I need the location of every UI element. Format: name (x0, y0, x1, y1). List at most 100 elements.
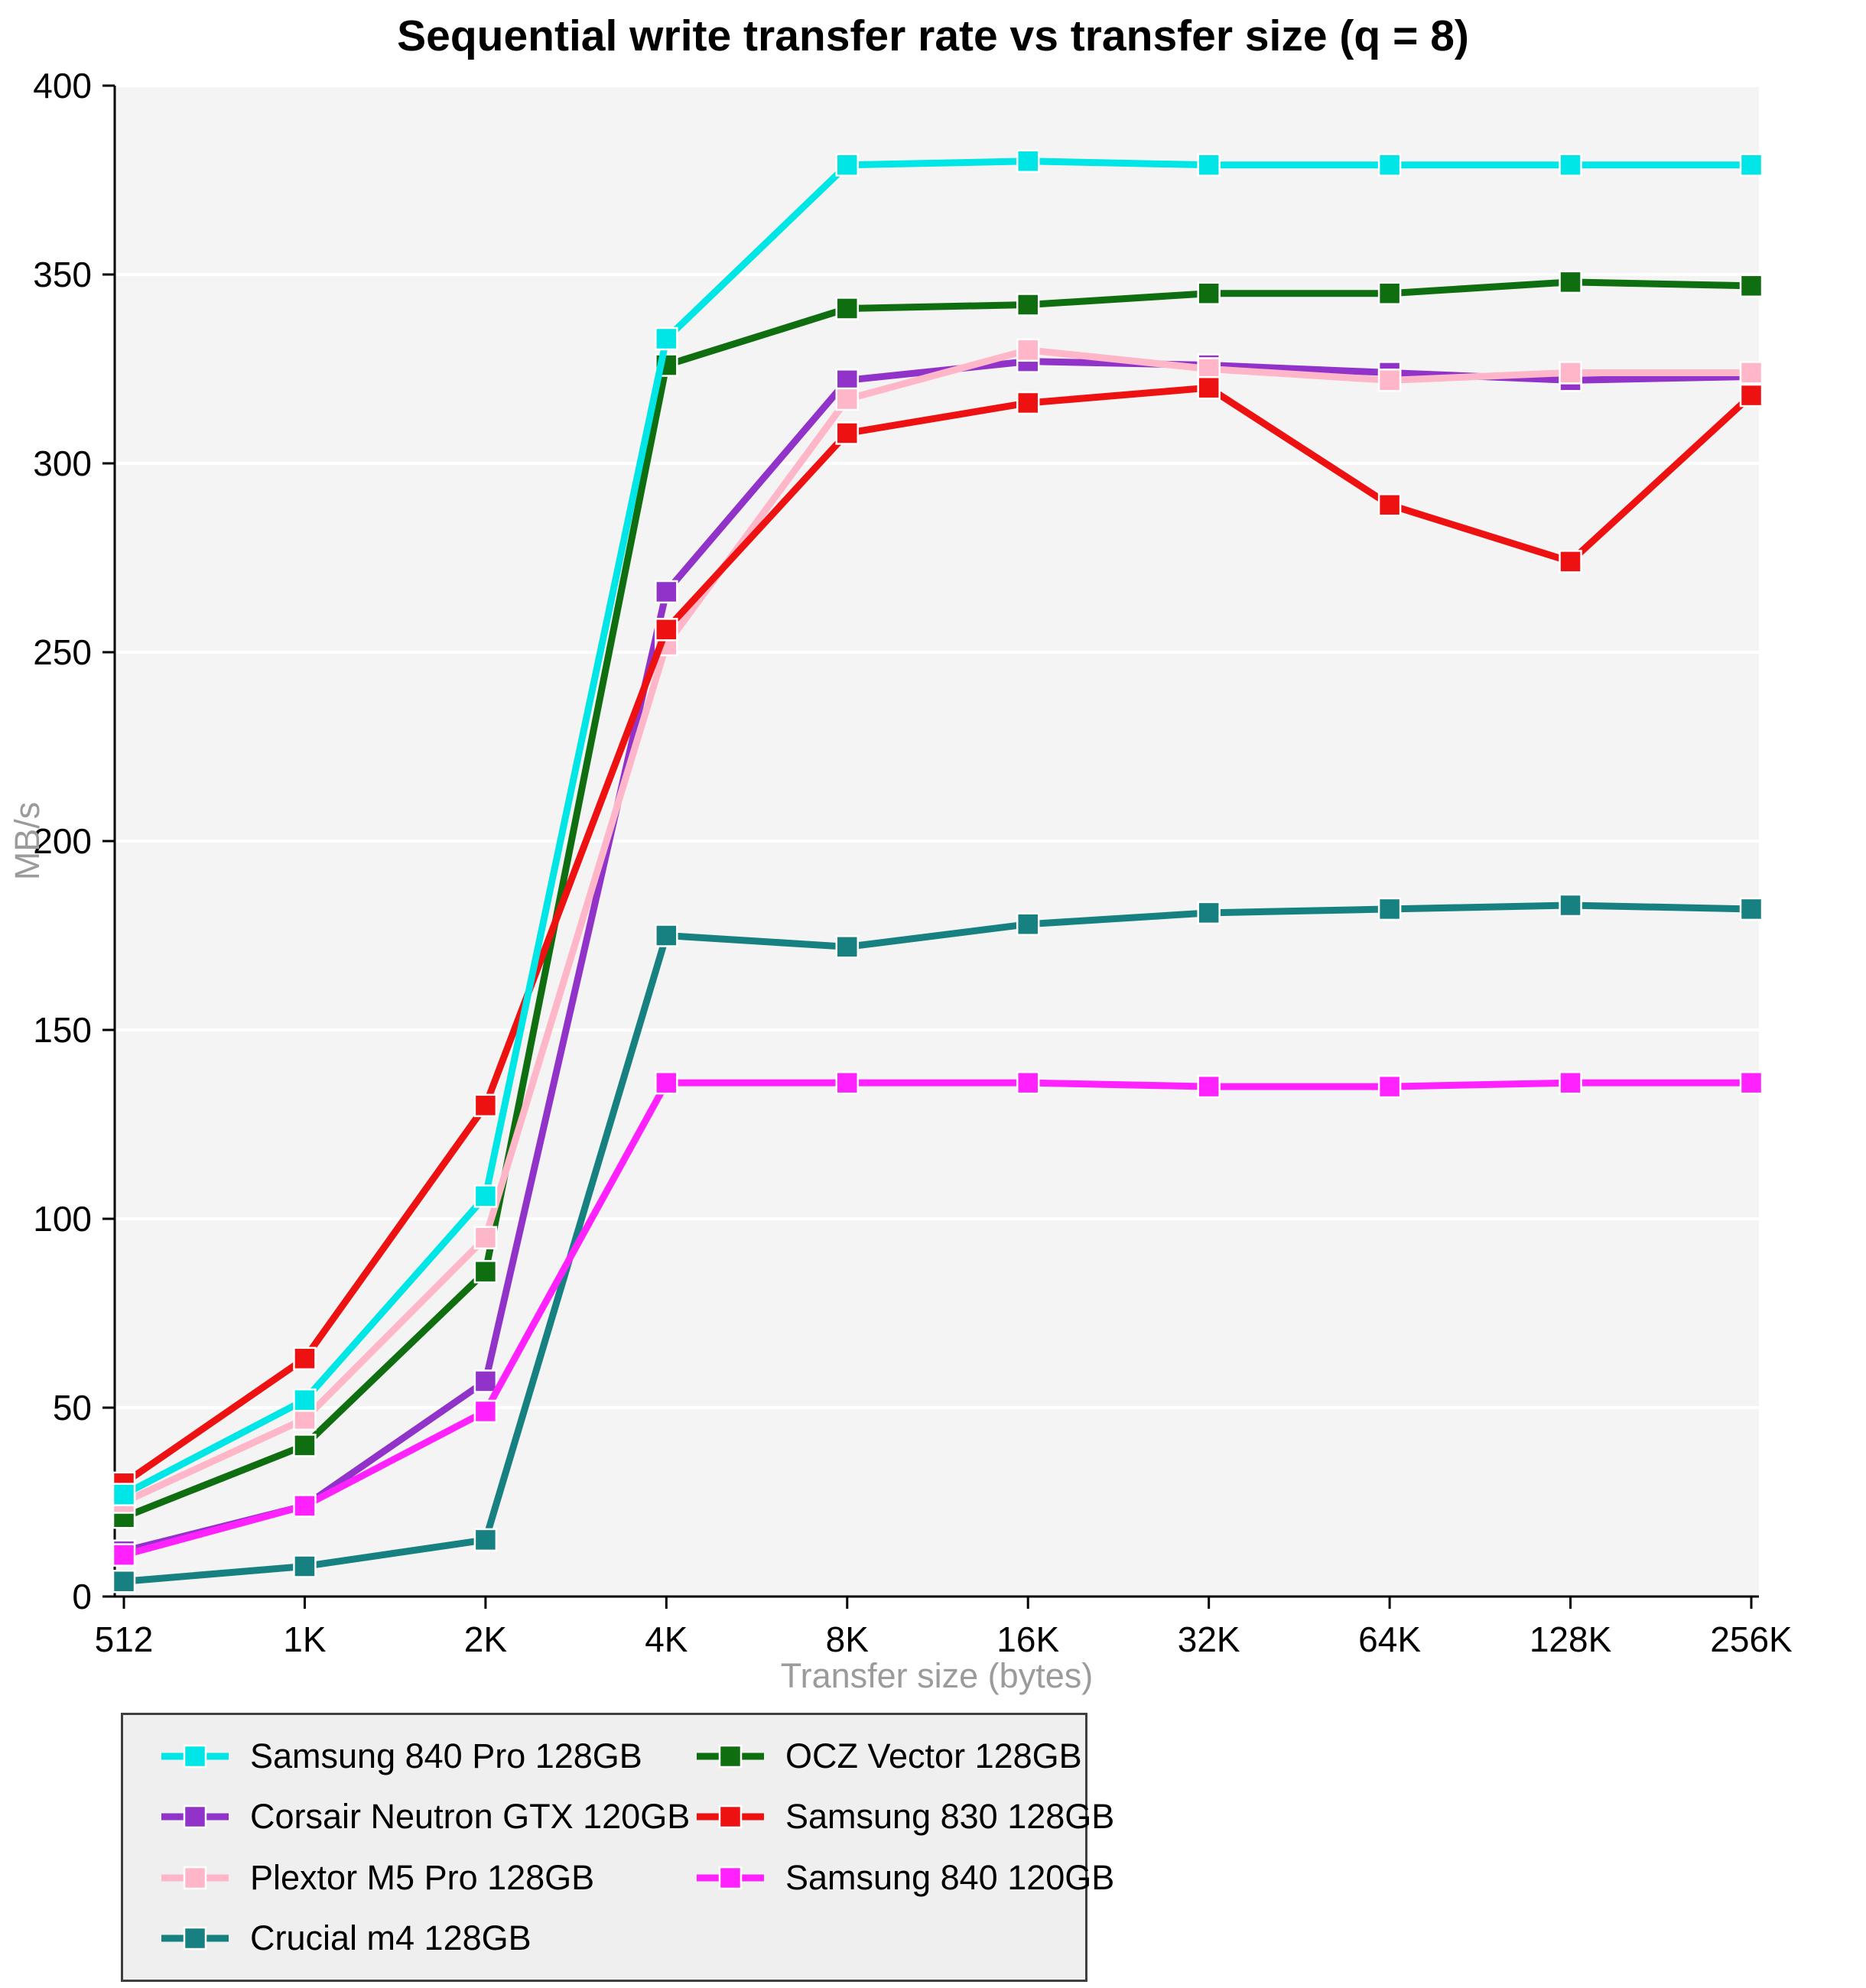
data-point-marker (1016, 149, 1040, 174)
data-point-marker (1739, 153, 1764, 177)
data-point-marker (112, 1483, 136, 1506)
legend-marker (718, 1744, 743, 1768)
legend-item: Samsung 840 Pro 128GB (160, 1726, 695, 1787)
y-tick-label: 350 (33, 255, 92, 294)
legend-marker (183, 1927, 207, 1951)
series-samsung-840-pro-128gb (112, 149, 1764, 1506)
data-point-marker (473, 1184, 498, 1208)
data-point-marker (1016, 391, 1040, 415)
data-point-marker (1197, 901, 1221, 925)
data-point-marker (1739, 383, 1764, 408)
data-point-marker (835, 421, 860, 445)
legend-marker (718, 1805, 743, 1829)
data-point-marker (1197, 1074, 1221, 1099)
data-point-marker (835, 297, 860, 320)
series-line (120, 158, 1755, 1499)
x-tick-label: 1K (283, 1619, 327, 1659)
series-line (120, 1079, 1755, 1559)
data-point-marker (1016, 293, 1040, 317)
data-point-marker (1377, 281, 1402, 305)
series-line (120, 901, 1755, 1585)
data-point-marker (1739, 897, 1764, 921)
legend: Samsung 840 Pro 128GB Corsair Neutron GTX… (121, 1713, 1114, 1982)
legend-item: Samsung 840 120GB (695, 1847, 1114, 1908)
data-point-marker (112, 1543, 136, 1567)
x-tick-label: 4K (645, 1619, 688, 1659)
data-point-marker (1197, 375, 1221, 400)
data-point-marker (835, 369, 860, 392)
data-point-marker (655, 326, 678, 351)
legend-swatch-icon (697, 1805, 764, 1829)
data-point-marker (293, 1346, 317, 1371)
data-point-marker (1197, 281, 1221, 305)
series-line (120, 384, 1755, 1487)
legend-label: Samsung 830 128GB (785, 1797, 1115, 1837)
data-point-marker (1016, 912, 1040, 936)
data-point-marker (1377, 897, 1402, 921)
y-tick-label: 50 (53, 1388, 92, 1428)
legend-swatch-icon (697, 1866, 764, 1889)
data-point-marker (835, 153, 860, 177)
data-point-marker (835, 935, 860, 959)
data-point-marker (293, 1554, 317, 1578)
legend-label: OCZ Vector 128GB (785, 1736, 1082, 1775)
y-tick-label: 100 (33, 1199, 92, 1239)
data-point-marker (1377, 369, 1402, 392)
legend-swatch-icon (161, 1805, 229, 1829)
data-point-marker (1559, 270, 1582, 294)
series-plextor-m5-pro-128gb (112, 338, 1764, 1514)
data-point-marker (1559, 361, 1582, 385)
x-tick-label: 16K (996, 1619, 1059, 1659)
data-point-marker (473, 1259, 498, 1284)
y-axis-title: MB/s (8, 801, 47, 881)
y-tick-label: 250 (33, 632, 92, 672)
data-point-marker (473, 1093, 498, 1118)
data-point-marker (293, 1494, 317, 1518)
legend-marker (718, 1866, 743, 1889)
data-point-marker (1559, 550, 1582, 573)
data-point-marker (473, 1369, 498, 1393)
series-line (120, 346, 1755, 1506)
legend-swatch-icon (697, 1744, 764, 1768)
y-tick-label: 200 (33, 821, 92, 861)
legend-label: Samsung 840 120GB (785, 1857, 1115, 1897)
legend-item: Corsair Neutron GTX 120GB (160, 1787, 695, 1848)
legend-label: Plextor M5 Pro 128GB (250, 1857, 595, 1897)
data-point-marker (1377, 153, 1402, 177)
legend-swatch-icon (161, 1927, 229, 1951)
legend-label: Corsair Neutron GTX 120GB (250, 1797, 691, 1837)
series-samsung-840-120gb (112, 1070, 1764, 1567)
series-line (120, 278, 1755, 1521)
x-tick-label: 256K (1710, 1619, 1793, 1659)
x-tick-label: 32K (1178, 1619, 1240, 1659)
data-point-marker (655, 618, 678, 642)
x-tick-label: 128K (1530, 1619, 1612, 1659)
x-tick-label: 2K (464, 1619, 508, 1659)
data-point-marker (1016, 1070, 1040, 1095)
data-point-marker (1559, 153, 1582, 177)
series-crucial-m4-128gb (112, 893, 1764, 1593)
data-point-marker (473, 1528, 498, 1552)
y-tick-label: 0 (72, 1577, 92, 1616)
x-tick-label: 8K (826, 1619, 870, 1659)
data-point-marker (293, 1388, 317, 1412)
data-point-marker (655, 1070, 678, 1095)
data-point-marker (1377, 493, 1402, 517)
legend-label: Samsung 840 Pro 128GB (250, 1736, 642, 1775)
data-point-marker (1739, 274, 1764, 298)
data-point-marker (655, 924, 678, 947)
data-point-marker (1559, 1070, 1582, 1095)
chart-title: Sequential write transfer rate vs transf… (397, 11, 1469, 60)
data-point-marker (473, 1399, 498, 1424)
y-tick-label: 150 (33, 1010, 92, 1050)
data-point-marker (1739, 1070, 1764, 1095)
data-point-marker (293, 1434, 317, 1457)
y-tick-label: 300 (33, 443, 92, 483)
legend-marker (183, 1866, 207, 1889)
legend-label: Crucial m4 128GB (250, 1918, 532, 1958)
x-tick-label: 64K (1358, 1619, 1421, 1659)
data-point-marker (835, 1070, 860, 1095)
legend-item: Samsung 830 128GB (695, 1787, 1114, 1848)
legend-swatch-icon (161, 1744, 229, 1768)
